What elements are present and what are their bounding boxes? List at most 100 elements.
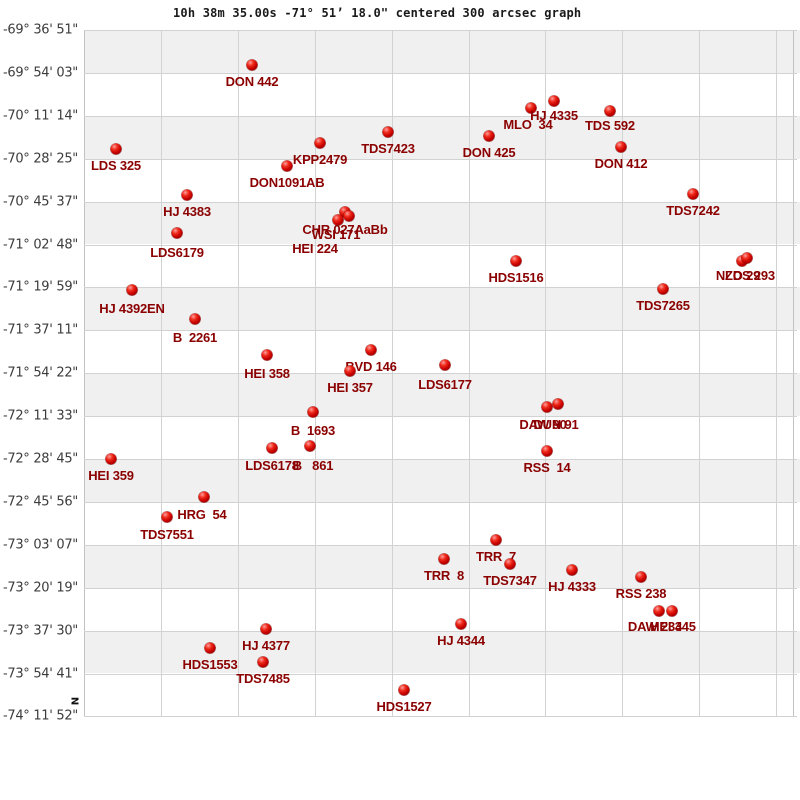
star-point — [541, 445, 553, 457]
star-point — [204, 642, 216, 654]
star-point — [483, 130, 495, 142]
star-label: MLO 34 — [503, 117, 553, 132]
y-axis-tick-label: -71° 54' 22" — [2, 365, 78, 381]
star-point — [615, 141, 627, 153]
horizontal-gridline — [84, 287, 797, 289]
star-point — [344, 365, 356, 377]
row-band — [84, 459, 800, 502]
horizontal-gridline — [84, 30, 797, 31]
star-label: HEI 224 — [292, 241, 338, 256]
star-label: HJ 4377 — [242, 638, 290, 653]
star-point — [105, 453, 117, 465]
horizontal-gridline — [84, 630, 797, 632]
horizontal-gridline — [84, 158, 797, 160]
horizontal-gridline — [84, 587, 797, 589]
star-label: DUN 91 — [533, 417, 579, 432]
star-point — [525, 102, 537, 114]
star-label: DON 425 — [462, 145, 516, 160]
horizontal-gridline — [84, 330, 797, 332]
chart-title: 10h 38m 35.00s -71° 51’ 18.0" centered 3… — [173, 6, 582, 20]
star-point — [198, 491, 210, 503]
star-point — [181, 189, 193, 201]
star-point — [604, 105, 616, 117]
horizontal-gridline — [84, 416, 797, 418]
star-point — [304, 440, 316, 452]
row-band — [84, 115, 800, 159]
star-label: LDS 325 — [91, 158, 141, 173]
star-label: HDS1553 — [182, 657, 238, 672]
star-point — [126, 284, 138, 296]
star-point — [541, 401, 553, 413]
star-point — [261, 349, 273, 361]
star-point — [307, 406, 319, 418]
horizontal-gridline — [84, 72, 797, 74]
star-point — [666, 605, 678, 617]
star-label: LDS 293 — [725, 268, 775, 283]
y-axis-tick-label: -71° 37' 11" — [2, 322, 78, 338]
star-label: TDS7551 — [140, 527, 194, 542]
star-point — [548, 95, 560, 107]
star-point — [657, 283, 669, 295]
star-label: CHR 027AaBb — [302, 222, 388, 237]
star-label: RSS 238 — [615, 586, 667, 601]
star-point — [687, 188, 699, 200]
y-axis-tick-label: -71° 02' 48" — [2, 237, 78, 252]
star-point — [741, 252, 753, 264]
star-label: KPP2479 — [292, 152, 348, 167]
row-band — [84, 30, 800, 73]
star-label: HJ 4344 — [437, 633, 485, 648]
star-point — [110, 143, 122, 155]
star-label: B 1693 — [290, 423, 336, 438]
star-label: DON 412 — [594, 156, 648, 171]
y-axis-tick-label: -69° 36' 51" — [2, 22, 78, 38]
star-label: HEI 359 — [88, 468, 134, 483]
star-label: HJ 4383 — [163, 204, 211, 219]
star-label: LDS6179 — [150, 245, 204, 260]
star-point — [510, 255, 522, 267]
star-point — [438, 553, 450, 565]
star-label: RSS 14 — [523, 460, 571, 475]
y-axis-tick-label: -73° 20' 19" — [2, 580, 78, 596]
y-axis-tick-label: -73° 37' 30" — [2, 623, 78, 639]
star-label: TDS7347 — [483, 573, 537, 588]
star-point — [504, 558, 516, 570]
horizontal-gridline — [84, 201, 797, 203]
star-label: NZO 29 — [715, 268, 761, 283]
star-label: LDS6177 — [418, 377, 472, 392]
y-axis-tick-label: -70° 28' 25" — [2, 151, 78, 167]
star-point — [382, 126, 394, 138]
y-axis-tick-label: -72° 45' 56" — [2, 494, 78, 510]
star-point — [332, 214, 344, 226]
horizontal-gridline — [84, 673, 797, 675]
horizontal-gridline — [84, 716, 797, 718]
star-label: HEI 357 — [327, 380, 373, 395]
row-band — [84, 287, 800, 331]
star-point — [257, 656, 269, 668]
row-band — [84, 373, 800, 417]
y-axis-tick-label: -71° 19' 59" — [2, 279, 78, 295]
star-label: DON1091AB — [249, 175, 325, 190]
y-axis-tick-label: -70° 45' 37" — [2, 194, 78, 210]
star-label: TRR 8 — [424, 568, 464, 583]
horizontal-gridline — [84, 459, 797, 460]
horizontal-gridline — [84, 244, 797, 246]
star-point — [552, 398, 564, 410]
star-label: HJ 4333 — [548, 579, 596, 594]
star-point — [439, 359, 451, 371]
star-label: DAW 234 — [627, 619, 683, 634]
row-band — [84, 201, 800, 245]
horizontal-gridline — [84, 373, 797, 375]
star-point — [365, 344, 377, 356]
star-point — [566, 564, 578, 576]
star-label: HRG 54 — [177, 507, 227, 522]
star-point — [653, 605, 665, 617]
star-point — [490, 534, 502, 546]
star-point — [281, 160, 293, 172]
star-label: HEI 345 — [650, 619, 696, 634]
star-label: HEI 358 — [244, 366, 290, 381]
star-label: WSI 171 — [311, 227, 361, 242]
north-compass-icon: N — [68, 696, 80, 706]
star-point — [189, 313, 201, 325]
star-label: TRR 7 — [476, 549, 516, 564]
